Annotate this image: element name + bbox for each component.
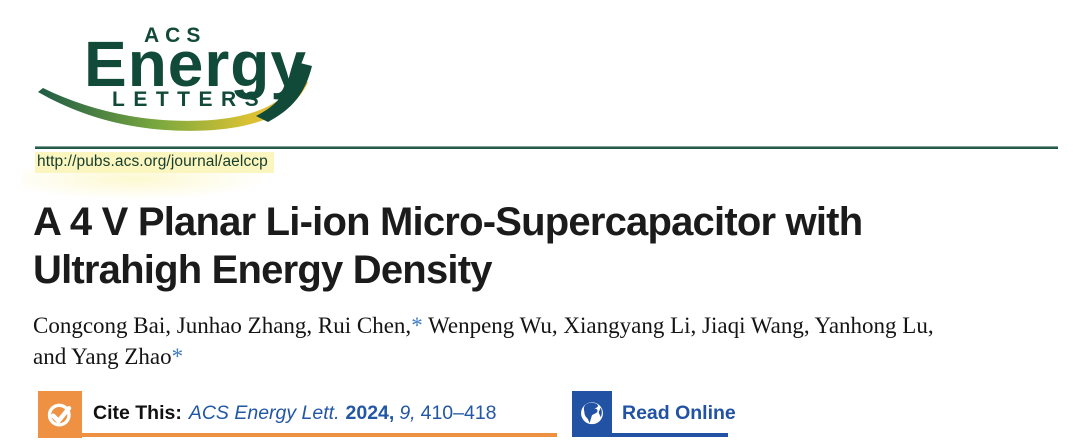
- corresponding-author-asterisk[interactable]: *: [171, 343, 184, 369]
- logo-letters-text: LETTERS: [112, 88, 267, 111]
- cite-this-badge[interactable]: [38, 391, 82, 438]
- citation-journal[interactable]: ACS Energy Lett.: [188, 402, 340, 424]
- cite-this-label: Cite This:: [93, 402, 182, 424]
- highlight-bleed: [22, 168, 272, 200]
- logo-swoosh: [38, 62, 312, 131]
- article-title-line1: A 4 V Planar Li-ion Micro-Supercapacitor…: [33, 200, 863, 244]
- read-online-badge[interactable]: [572, 391, 612, 437]
- authors-line1: Congcong Bai, Junhao Zhang, Rui Chen,: [33, 313, 412, 338]
- citation[interactable]: Cite This: ACS Energy Lett. 2024, 9, 410–418: [93, 402, 497, 425]
- logo-acs-text: ACS: [144, 24, 206, 47]
- globe-icon: [581, 402, 603, 425]
- authors-line2: and Yang Zhao: [33, 343, 172, 369]
- read-online-link[interactable]: Read Online: [622, 402, 736, 424]
- masthead-divider: [35, 146, 1058, 149]
- cite-accent-underline: [82, 433, 557, 437]
- check-circle-icon: [47, 403, 72, 426]
- corresponding-author-asterisk[interactable]: *: [411, 313, 423, 338]
- logo-energy-text: Energy: [84, 28, 307, 100]
- acs-energy-letters-logo: ACS Energy LETTERS: [38, 24, 312, 131]
- article-title: A 4 V Planar Li-ion Micro-Supercapacitor…: [33, 198, 1073, 294]
- authors-line1-rest: Wenpeng Wu, Xiangyang Li, Jiaqi Wang, Ya…: [422, 313, 934, 338]
- citation-pages[interactable]: 410–418: [420, 402, 497, 424]
- citation-volume[interactable]: 9,: [399, 402, 416, 424]
- journal-url-link[interactable]: http://pubs.acs.org/journal/aelccp: [35, 152, 274, 173]
- author-list: Congcong Bai, Junhao Zhang, Rui Chen,* W…: [33, 311, 1053, 372]
- article-title-line2: Ultrahigh Energy Density: [33, 248, 492, 292]
- read-accent-underline: [572, 433, 728, 437]
- citation-year[interactable]: 2024,: [345, 402, 395, 424]
